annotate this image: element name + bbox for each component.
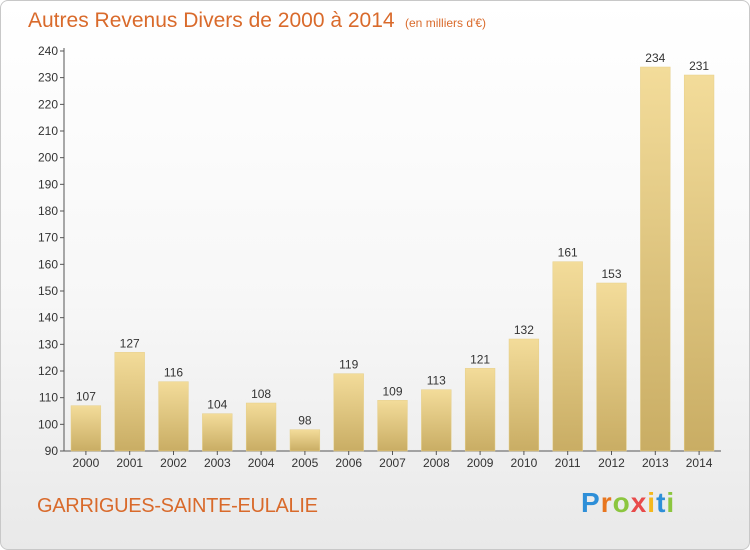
x-tick-label: 2007 [379, 456, 406, 470]
proxiti-logo: Proxiti [581, 487, 675, 519]
chart-title-unit: (en milliers d'€) [405, 16, 486, 30]
y-tick-label: 140 [38, 311, 58, 325]
value-label: 113 [427, 374, 446, 388]
logo-letter: r [600, 487, 613, 518]
y-tick-label: 130 [38, 337, 58, 351]
y-tick-label: 90 [45, 444, 59, 458]
y-tick-label: 160 [38, 257, 58, 271]
value-label: 121 [470, 352, 490, 366]
x-tick-label: 2003 [204, 456, 231, 470]
bar-2004 [245, 402, 277, 452]
bar-2010 [508, 338, 540, 452]
value-label: 234 [645, 51, 665, 65]
y-tick-label: 170 [38, 231, 58, 245]
y-tick-label: 180 [38, 204, 58, 218]
value-label: 231 [689, 59, 709, 73]
x-tick-label: 2006 [335, 456, 362, 470]
bar-2014 [683, 74, 715, 452]
value-label: 119 [339, 358, 358, 372]
logo-letter: o [612, 487, 631, 518]
value-label: 109 [382, 384, 402, 398]
bar-2000 [70, 405, 102, 452]
x-tick-label: 2009 [467, 456, 494, 470]
x-tick-label: 2013 [642, 456, 669, 470]
bar-2009 [464, 368, 496, 452]
y-tick-label: 230 [38, 71, 58, 85]
x-tick-label: 2000 [73, 456, 100, 470]
y-tick-label: 200 [38, 151, 58, 165]
bar-2013 [640, 66, 671, 452]
x-tick-label: 2010 [511, 456, 538, 470]
x-tick-label: 2008 [423, 456, 450, 470]
y-tick-label: 150 [38, 284, 58, 298]
bar-2006 [333, 373, 364, 452]
logo-letter: P [581, 487, 601, 518]
bar-2011 [552, 261, 583, 452]
bar-2002 [158, 381, 189, 452]
y-tick-label: 190 [38, 177, 58, 191]
value-label: 127 [120, 336, 140, 350]
logo-letter: i [666, 487, 676, 518]
x-tick-label: 2001 [116, 456, 143, 470]
y-tick-label: 210 [38, 124, 58, 138]
bar-2008 [421, 389, 452, 452]
x-tick-label: 2004 [248, 456, 275, 470]
value-label: 161 [558, 246, 578, 260]
value-label: 107 [76, 390, 96, 404]
bar-2007 [377, 400, 408, 452]
bar-2005 [289, 429, 321, 452]
y-tick-label: 240 [38, 44, 58, 58]
bar-2003 [202, 413, 233, 452]
value-label: 98 [298, 414, 312, 428]
x-tick-label: 2011 [555, 456, 581, 470]
y-tick-label: 100 [38, 417, 58, 431]
x-tick-label: 2005 [292, 456, 319, 470]
chart-title: Autres Revenus Divers de 2000 à 2014 (en… [28, 9, 486, 33]
value-label: 116 [164, 366, 183, 380]
y-tick-label: 110 [39, 391, 58, 405]
commune-name: GARRIGUES-SAINTE-EULALIE [37, 495, 318, 517]
logo-letter: i [647, 487, 657, 518]
logo-letter: x [630, 487, 648, 518]
chart-title-main: Autres Revenus Divers de 2000 à 2014 [28, 9, 395, 32]
value-label: 132 [514, 323, 534, 337]
logo-letter: t [656, 487, 667, 518]
y-tick-label: 120 [38, 364, 58, 378]
value-label: 153 [601, 267, 621, 281]
x-tick-label: 2014 [686, 456, 713, 470]
value-label: 108 [251, 387, 271, 401]
value-label: 104 [207, 398, 227, 412]
y-tick-label: 220 [38, 97, 58, 111]
x-tick-label: 2002 [160, 456, 187, 470]
x-tick-label: 2012 [598, 456, 625, 470]
bar-2012 [596, 282, 627, 452]
bar-2001 [114, 352, 145, 452]
